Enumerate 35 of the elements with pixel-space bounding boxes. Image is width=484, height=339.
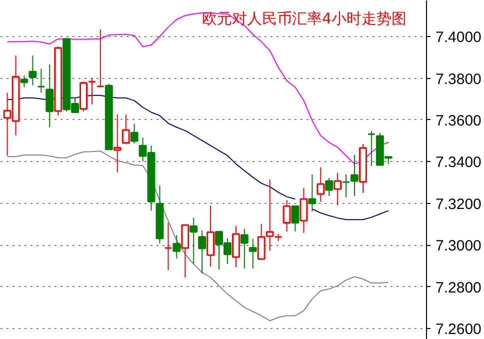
y-tick-label: 7.4000 — [436, 29, 482, 46]
candlestick — [300, 187, 308, 234]
candlestick — [334, 172, 342, 206]
y-tick-label: 7.3200 — [436, 196, 482, 213]
y-tick-label: 7.2800 — [436, 279, 482, 296]
candlestick — [20, 75, 28, 88]
candlestick — [325, 177, 334, 197]
candlestick — [164, 222, 172, 271]
candlestick — [198, 230, 206, 274]
y-tick-label: 7.3800 — [436, 70, 482, 88]
candlestick — [206, 205, 215, 268]
candlestick — [46, 64, 54, 128]
candlestick — [248, 238, 257, 269]
candlestick — [291, 205, 300, 232]
candlestick — [122, 114, 130, 144]
candlestick — [130, 123, 138, 144]
candlestick — [190, 217, 198, 264]
candlestick — [172, 234, 181, 259]
candlestick — [308, 174, 316, 212]
candlestick — [232, 226, 240, 268]
candlestick — [28, 55, 37, 86]
line-series — [6, 12, 389, 164]
y-tick-label: 7.2600 — [436, 320, 482, 338]
line-series — [6, 150, 389, 322]
candlestick — [240, 228, 248, 269]
candlestick — [96, 28, 105, 88]
y-tick-label: 7.3400 — [436, 154, 482, 172]
y-tick-label: 7.3600 — [436, 112, 482, 130]
candlestick — [37, 68, 46, 94]
candlestick — [316, 166, 325, 202]
candlestick — [113, 114, 122, 173]
candlestick — [181, 224, 190, 278]
candlestick — [367, 130, 376, 167]
candlestick — [282, 200, 291, 232]
y-tick-label: 7.3000 — [436, 238, 482, 255]
